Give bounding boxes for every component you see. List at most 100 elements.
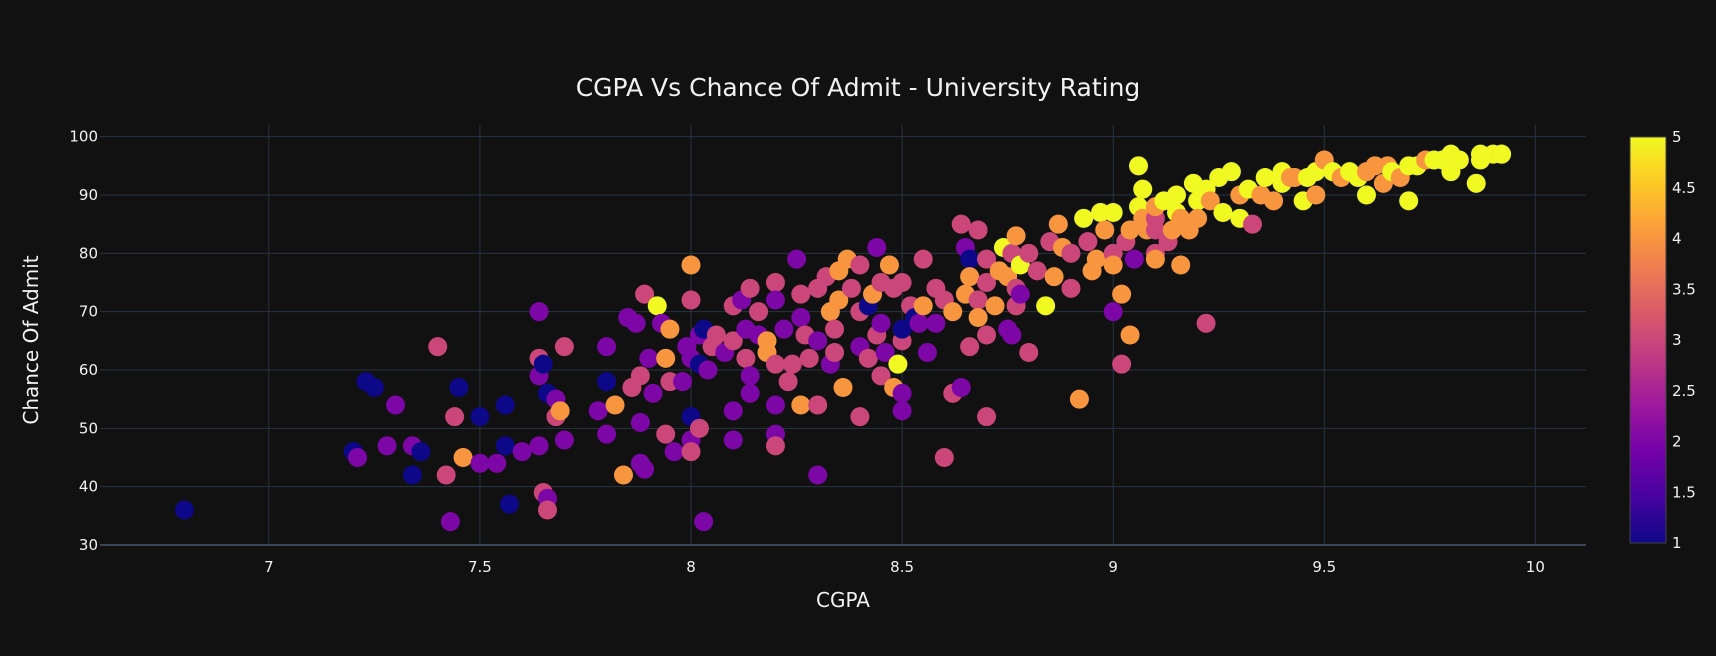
data-point	[588, 401, 608, 421]
x-tick-label: 7.5	[468, 558, 492, 576]
data-point	[656, 424, 676, 444]
data-point	[1145, 249, 1165, 269]
data-point	[736, 348, 756, 368]
data-point	[913, 296, 933, 316]
data-point	[1112, 284, 1132, 304]
data-point	[1167, 185, 1187, 205]
data-point	[1036, 296, 1056, 316]
colorbar-tick-label: 4.5	[1672, 179, 1696, 197]
data-point	[554, 430, 574, 450]
data-point	[723, 401, 743, 421]
data-point	[1019, 243, 1039, 263]
data-point	[613, 465, 633, 485]
data-point	[951, 214, 971, 234]
y-tick-label: 70	[79, 303, 98, 321]
data-point	[1129, 156, 1149, 176]
data-point	[749, 302, 769, 322]
data-point	[977, 249, 997, 269]
colorbar-tick-label: 4	[1672, 230, 1682, 248]
data-point	[1074, 208, 1094, 228]
colorbar-tick-label: 2.5	[1672, 382, 1696, 400]
data-point	[778, 372, 798, 392]
data-point	[1103, 302, 1123, 322]
data-point	[1213, 203, 1233, 222]
data-point	[825, 319, 845, 339]
data-point	[533, 354, 553, 374]
x-tick-label: 8	[686, 558, 696, 576]
data-point	[694, 512, 714, 532]
data-point	[951, 378, 971, 397]
data-point	[871, 366, 891, 386]
data-point	[1044, 267, 1064, 287]
data-point	[605, 395, 625, 415]
data-point	[681, 290, 701, 310]
data-point	[858, 348, 878, 368]
x-axis-ticks: 7 7.5 8 8.5 9 9.5 10	[264, 558, 1545, 576]
data-point	[673, 372, 693, 392]
data-point	[977, 273, 997, 292]
data-point	[871, 313, 891, 333]
data-point	[681, 442, 701, 462]
y-tick-label: 100	[69, 128, 98, 146]
data-point	[723, 430, 743, 450]
colorbar-tick-label: 3	[1672, 331, 1682, 349]
data-point	[487, 453, 507, 473]
data-point	[174, 500, 194, 520]
data-point	[829, 290, 849, 310]
data-point	[875, 343, 895, 362]
data-point	[765, 395, 785, 415]
data-point	[1171, 255, 1191, 275]
data-point	[529, 302, 549, 322]
data-point	[499, 494, 519, 514]
data-point	[985, 296, 1005, 316]
data-point	[913, 249, 933, 269]
data-point	[440, 512, 460, 532]
data-point	[1002, 325, 1022, 345]
data-point	[1095, 220, 1115, 240]
data-point	[968, 290, 988, 310]
data-point	[774, 319, 794, 339]
data-point	[1027, 261, 1047, 281]
data-point	[1133, 179, 1153, 199]
data-point	[706, 325, 726, 345]
data-point	[1399, 191, 1419, 211]
data-points	[174, 144, 1512, 532]
data-point	[664, 442, 684, 462]
data-point	[597, 337, 617, 357]
data-point	[757, 331, 777, 351]
data-point	[1061, 278, 1081, 298]
data-point	[597, 372, 617, 392]
data-point	[348, 448, 368, 467]
data-point	[1048, 214, 1068, 234]
data-point	[841, 278, 861, 298]
data-point	[867, 238, 887, 257]
data-point	[495, 436, 515, 456]
data-point	[960, 249, 980, 269]
y-tick-label: 30	[79, 536, 98, 554]
data-point	[428, 337, 448, 357]
data-point	[550, 401, 570, 421]
data-point	[791, 284, 811, 304]
colorbar-tick-label: 3.5	[1672, 280, 1696, 298]
data-point	[495, 395, 515, 415]
data-point	[892, 401, 912, 421]
data-point	[799, 348, 819, 368]
data-point	[740, 366, 760, 386]
data-point	[791, 308, 811, 327]
data-point	[977, 325, 997, 345]
y-tick-label: 50	[79, 419, 98, 437]
data-point	[1196, 313, 1216, 333]
data-point	[386, 395, 406, 415]
data-point	[892, 383, 912, 403]
data-point	[1069, 389, 1089, 409]
colorbar-tick-label: 1	[1672, 534, 1682, 552]
data-point	[529, 436, 549, 456]
data-point	[470, 407, 490, 427]
y-tick-label: 90	[79, 186, 98, 204]
data-point	[968, 308, 988, 327]
x-tick-label: 7	[264, 558, 274, 576]
data-point	[402, 465, 422, 485]
data-point	[765, 290, 785, 310]
data-point	[879, 255, 899, 275]
chart-title: CGPA Vs Chance Of Admit - University Rat…	[576, 73, 1141, 102]
